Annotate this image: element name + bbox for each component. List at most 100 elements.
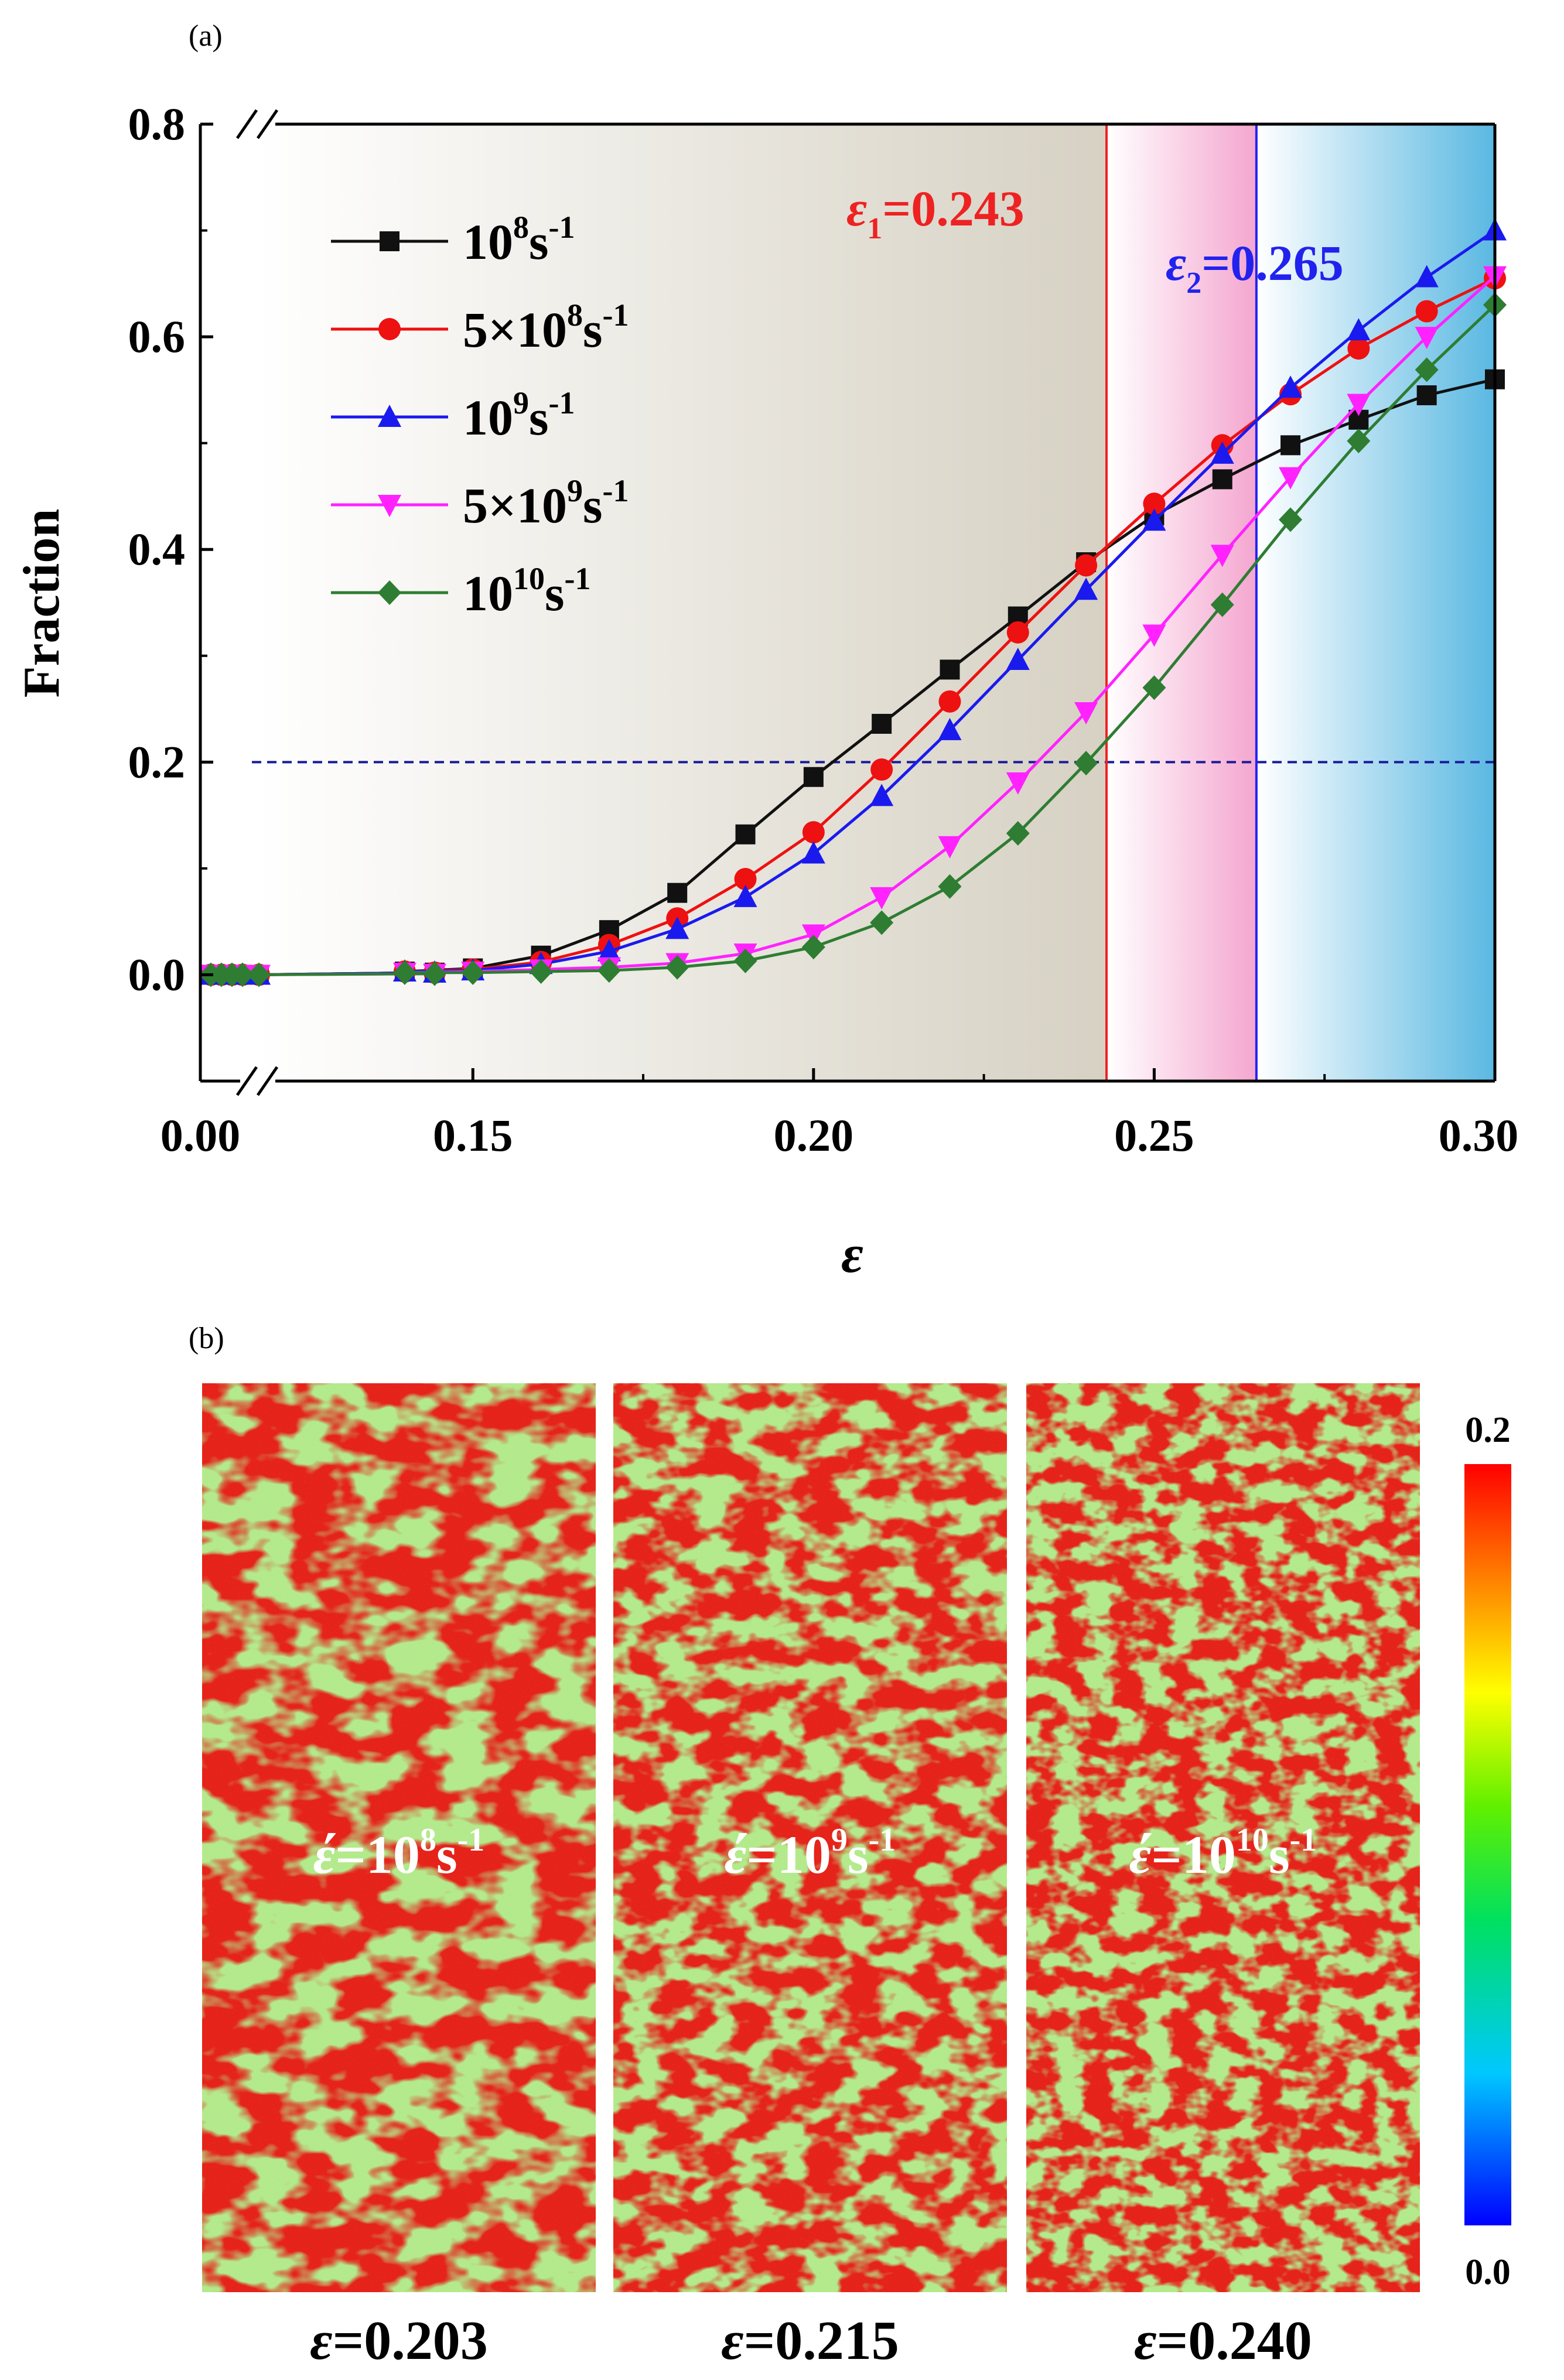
- data-point: [1347, 318, 1371, 341]
- data-point: [938, 690, 961, 713]
- data-point: [870, 910, 894, 935]
- data-point: [1347, 429, 1371, 454]
- legend-marker: [378, 580, 401, 605]
- data-point: [1074, 751, 1098, 776]
- axis-break-mark: [235, 1066, 258, 1096]
- data-point: [597, 939, 621, 962]
- panel-b: (b) έ=108s-1 ε=0.203 έ=109s-1 ε=0.215 έ=1010…: [189, 1322, 1511, 2371]
- legend-entry-3: 109s-1: [463, 385, 575, 446]
- data-point: [938, 874, 962, 899]
- data-point: [801, 935, 825, 960]
- x-tick-label: 0.20: [774, 1110, 854, 1161]
- data-point: [940, 659, 960, 680]
- series-5: [199, 292, 1507, 987]
- panel-a-label: (a): [189, 19, 223, 53]
- x-axis-label: ε: [841, 1224, 863, 1284]
- strain-rate-label: έ=108s-1: [313, 1822, 485, 1885]
- data-point: [1006, 648, 1030, 671]
- data-point: [597, 958, 621, 983]
- data-point: [801, 841, 825, 864]
- strain-value-label: ε=0.240: [1134, 2310, 1312, 2371]
- y-tick-label: 0.2: [128, 736, 186, 787]
- panel-b-label: (b): [189, 1322, 224, 1355]
- data-point: [1142, 624, 1166, 647]
- colorbar-max-label: 0.2: [1465, 1410, 1511, 1450]
- map-grain: [613, 1383, 1007, 2292]
- strain-rate-label: έ=1010s-1: [1129, 1822, 1317, 1885]
- data-point: [392, 960, 416, 985]
- colorbar: 0.2 0.0: [1464, 1410, 1511, 2292]
- data-point: [872, 713, 892, 734]
- data-point: [461, 960, 485, 985]
- critical-strain-label-1: ε1=0.243: [846, 180, 1025, 245]
- data-point: [1415, 265, 1439, 288]
- strain-map-1: έ=108s-1 ε=0.203: [202, 1383, 596, 2371]
- legend-entry-4: 5×109s-1: [463, 473, 629, 534]
- strain-region-3: [1256, 124, 1495, 1081]
- y-tick-label: 0.0: [128, 949, 186, 1000]
- data-point: [1006, 621, 1029, 644]
- x-tick-label: 0.30: [1439, 1110, 1519, 1161]
- axis-break-mark: [256, 1066, 279, 1096]
- legend-marker: [380, 231, 399, 251]
- y-axis-label: Fraction: [13, 509, 70, 698]
- data-point: [1416, 385, 1437, 405]
- data-point: [1006, 820, 1030, 846]
- data-point: [1142, 675, 1166, 700]
- data-point: [938, 836, 962, 859]
- map-grain: [202, 1383, 596, 2292]
- data-point: [803, 767, 824, 787]
- critical-strain-label-2: ε2=0.265: [1166, 235, 1344, 300]
- data-point: [247, 962, 271, 987]
- data-point: [1279, 507, 1303, 532]
- legend-entry-2: 5×108s-1: [463, 298, 629, 358]
- data-point: [870, 784, 894, 806]
- data-point: [529, 959, 553, 984]
- data-point: [665, 917, 689, 939]
- data-point: [1074, 702, 1098, 725]
- axis-break-mark: [256, 109, 279, 139]
- data-point: [1143, 493, 1166, 515]
- legend-marker: [378, 495, 401, 517]
- data-point: [735, 824, 756, 844]
- data-point: [1210, 592, 1234, 617]
- vline-labels: ε1=0.243 ε2=0.265: [846, 180, 1344, 300]
- data-point: [802, 821, 825, 844]
- strain-map-2: έ=109s-1 ε=0.215: [613, 1383, 1007, 2371]
- data-point: [1279, 467, 1303, 490]
- data-point: [938, 717, 962, 740]
- series-layer: [199, 218, 1507, 987]
- data-point: [1210, 545, 1234, 567]
- legend-marker: [378, 318, 401, 340]
- y-tick-label: 0.8: [128, 98, 186, 149]
- y-tick-label: 0.6: [128, 311, 186, 362]
- data-point: [665, 955, 689, 980]
- data-point: [1415, 327, 1439, 350]
- data-point: [733, 948, 757, 973]
- y-tick-label: 0.4: [128, 524, 186, 575]
- data-point: [870, 887, 894, 909]
- map-grain: [1026, 1383, 1420, 2292]
- colorbar-gradient: [1464, 1464, 1511, 2225]
- strain-value-label: ε=0.215: [721, 2310, 899, 2371]
- data-point: [1415, 300, 1438, 323]
- threshold-layer: [252, 124, 1495, 1081]
- data-point: [1347, 394, 1371, 416]
- x-tick-label: 0.25: [1114, 1110, 1194, 1161]
- axis-break-mark: [235, 109, 258, 139]
- data-point: [733, 884, 757, 907]
- data-point: [231, 962, 254, 987]
- data-point: [1212, 469, 1232, 490]
- strain-rate-label: έ=109s-1: [725, 1822, 896, 1885]
- legend-entry-5: 1010s-1: [463, 561, 590, 621]
- data-point: [423, 961, 446, 986]
- colorbar-min-label: 0.0: [1465, 2252, 1511, 2292]
- data-point: [1075, 554, 1098, 577]
- data-point: [734, 868, 757, 891]
- data-point: [1415, 357, 1439, 382]
- legend-marker: [378, 405, 401, 427]
- data-point: [1279, 375, 1303, 398]
- legend-entry-1: 108s-1: [463, 210, 575, 270]
- panel-a: (a) 0.00.20.40.60.80.00 0.15 0.20 0.25 0.30 …: [13, 19, 1518, 1284]
